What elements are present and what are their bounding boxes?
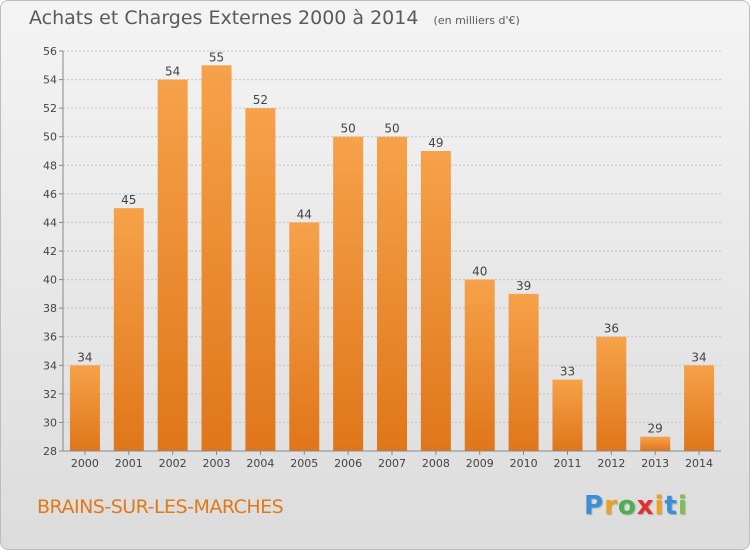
y-tick-label: 38: [43, 302, 57, 315]
data-label: 49: [428, 136, 443, 150]
data-label: 34: [691, 350, 706, 364]
data-label: 39: [516, 279, 531, 293]
x-tick-label: 2013: [641, 457, 669, 470]
y-tick-label: 52: [43, 102, 57, 115]
y-axis-ticks: 28 30 32 34 36 38 40 42 44 46 48 50 52 54 56: [43, 45, 63, 458]
chart-subtitle: (en milliers d'€): [433, 14, 520, 27]
data-label: 45: [121, 193, 136, 207]
data-label: 40: [472, 265, 487, 279]
data-label: 52: [253, 93, 268, 107]
bars: [69, 65, 715, 452]
bar: [377, 136, 407, 451]
y-tick-label: 34: [43, 359, 57, 372]
title-row: Achats et Charges Externes 2000 à 2014 (…: [29, 7, 520, 29]
y-tick-label: 44: [43, 216, 57, 229]
bar: [508, 293, 539, 451]
chart-title: Achats et Charges Externes 2000 à 2014: [29, 7, 419, 29]
data-label: 54: [165, 65, 180, 79]
y-tick-label: 40: [43, 274, 57, 287]
y-tick-label: 42: [43, 245, 57, 258]
data-label: 50: [340, 122, 355, 136]
logo-letter: t: [664, 491, 678, 521]
x-tick-label: 2003: [203, 457, 231, 470]
bar: [684, 365, 715, 451]
y-tick-label: 54: [43, 74, 57, 87]
bar: [596, 336, 627, 451]
bar: [69, 365, 100, 451]
y-tick-label: 36: [43, 331, 57, 344]
data-labels: 34 45 54 55 52 44 50 50 49 40 39 33 36 29 34: [77, 50, 706, 435]
y-tick-label: 28: [43, 445, 57, 458]
logo-letter: r: [604, 491, 618, 521]
commune-name: BRAINS-SUR-LES-MARCHES: [37, 496, 284, 518]
data-label: 29: [648, 422, 663, 436]
bar: [157, 79, 188, 452]
bar: [245, 108, 276, 452]
bar: [640, 436, 671, 451]
x-tick-label: 2011: [553, 457, 581, 470]
x-tick-label: 2012: [597, 457, 625, 470]
x-tick-label: 2004: [246, 457, 274, 470]
x-tick-label: 2009: [466, 457, 494, 470]
logo-letter: o: [617, 491, 637, 521]
x-tick-label: 2008: [422, 457, 450, 470]
y-tick-label: 56: [43, 45, 57, 58]
y-tick-label: 50: [43, 131, 57, 144]
x-tick-label: 2007: [378, 457, 406, 470]
data-label: 34: [77, 350, 92, 364]
data-label: 44: [297, 207, 312, 221]
data-label: 33: [560, 365, 575, 379]
y-tick-label: 48: [43, 159, 57, 172]
y-tick-label: 32: [43, 388, 57, 401]
bar: [333, 136, 364, 451]
bar: [289, 222, 320, 451]
logo-letter: P: [584, 491, 605, 521]
x-tick-label: 2006: [334, 457, 362, 470]
y-tick-label: 46: [43, 188, 57, 201]
axes: [62, 51, 721, 452]
data-label: 55: [209, 50, 224, 64]
x-axis-ticks: 2000 2001 2002 2003 2004 2005 2006 2007 2008 2009…: [71, 451, 713, 470]
x-tick-label: 2010: [510, 457, 538, 470]
data-label: 36: [604, 322, 619, 336]
y-tick-label: 30: [43, 416, 57, 429]
bar: [464, 279, 495, 451]
bar: [113, 208, 144, 451]
bar: [420, 151, 451, 451]
proxiti-logo: Proxiti: [584, 491, 688, 521]
x-tick-label: 2000: [71, 457, 99, 470]
bar: [552, 379, 583, 451]
x-tick-label: 2001: [115, 457, 143, 470]
logo-letter: i: [654, 491, 665, 521]
logo-letter: x: [636, 491, 655, 521]
logo-letter: i: [677, 491, 688, 521]
x-tick-label: 2014: [685, 457, 713, 470]
x-tick-label: 2005: [290, 457, 318, 470]
data-label: 50: [384, 122, 399, 136]
x-tick-label: 2002: [159, 457, 187, 470]
bar: [201, 65, 232, 452]
